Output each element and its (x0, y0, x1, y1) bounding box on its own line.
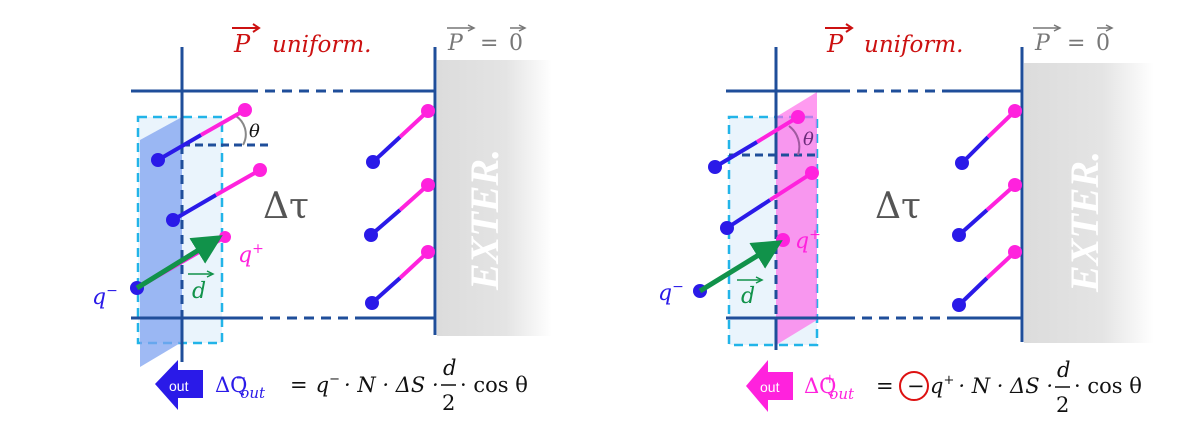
panel-negative-charge: EXTER. θ P unif (92, 23, 552, 415)
panel-positive-charge: EXTER. θ P uniform. (658, 23, 1154, 417)
dipole-vector-arrow (698, 240, 783, 294)
svg-text:=: = (876, 374, 894, 398)
svg-text:2: 2 (1056, 393, 1069, 417)
svg-text:2: 2 (442, 391, 455, 415)
exterior-polarization-zero: P = 0 (447, 24, 527, 56)
negative-charge-region (140, 117, 182, 367)
svg-text:=q−· N · ΔS ·: = q− · N · ΔS · (290, 372, 439, 397)
svg-text:−: − (907, 374, 925, 398)
exterior-label: EXTER. (462, 149, 507, 291)
dipole (720, 166, 819, 235)
volume-label: Δτ (263, 186, 309, 227)
d-vector-label: d (737, 276, 764, 309)
theta-label: θ (803, 129, 814, 150)
out-badge-arrow: out (746, 360, 793, 412)
svg-text:=: = (480, 31, 498, 56)
svg-text:uniform.: uniform. (864, 32, 963, 58)
svg-text:ΔQ−out: ΔQ− out (215, 371, 266, 402)
svg-text:P: P (1034, 31, 1051, 56)
exterior-region (1024, 63, 1154, 343)
svg-text:ΔQ+out: ΔQ+ out (804, 372, 855, 403)
svg-text:P: P (233, 30, 251, 58)
formula-positive-charge: ΔQ+ out = − q+ · N · ΔS · d 2 · cos θ (804, 358, 1142, 417)
exterior-label: EXTER. (1062, 151, 1107, 293)
svg-text:d: d (741, 284, 755, 309)
dipole (955, 104, 1022, 170)
theta-arc (788, 125, 801, 156)
svg-text:P: P (447, 31, 464, 56)
dipole (364, 178, 435, 242)
svg-text:uniform.: uniform. (272, 32, 371, 58)
formula-negative-charge: ΔQ− out = q− · N · ΔS · d 2 · cos θ (215, 356, 528, 415)
volume-frame (726, 47, 1024, 350)
theta-arc (235, 115, 247, 146)
circled-minus-mark (899, 371, 929, 401)
dipole (952, 245, 1022, 312)
svg-text:0: 0 (509, 31, 523, 56)
svg-text:d: d (1057, 358, 1070, 382)
dipole (365, 245, 435, 310)
q-minus-label: q− (92, 283, 118, 310)
dipole (708, 110, 805, 174)
svg-text:out: out (169, 378, 189, 394)
q-minus-label: q− (658, 279, 684, 306)
theta-label: θ (249, 121, 260, 142)
svg-text:P: P (826, 30, 844, 58)
svg-text:d: d (443, 356, 456, 380)
svg-text:· cos θ: · cos θ (1074, 374, 1142, 398)
volume-frame (131, 47, 437, 362)
out-badge-arrow: out (155, 360, 203, 410)
svg-text:=: = (1067, 31, 1085, 56)
dipole-vector-arrow (135, 235, 223, 291)
dipole (952, 178, 1022, 242)
polarization-title: P uniform. (232, 23, 371, 58)
volume-label: Δτ (875, 186, 921, 227)
dipole (166, 163, 267, 227)
q-plus-label: q+ (238, 241, 264, 268)
exterior-polarization-zero: P = 0 (1033, 24, 1114, 56)
svg-text:· cos θ: · cos θ (460, 373, 528, 397)
d-vector-label: d (188, 270, 215, 304)
svg-text:out: out (760, 379, 780, 395)
exterior-region (437, 60, 552, 336)
dipole (366, 104, 435, 169)
q-plus-label: q+ (795, 227, 821, 254)
svg-text:q+· N · ΔS ·: q+ · N · ΔS · (930, 373, 1053, 398)
svg-text:d: d (192, 279, 206, 304)
svg-text:0: 0 (1096, 31, 1110, 56)
dipole (151, 103, 252, 167)
polarization-title: P uniform. (825, 23, 963, 58)
